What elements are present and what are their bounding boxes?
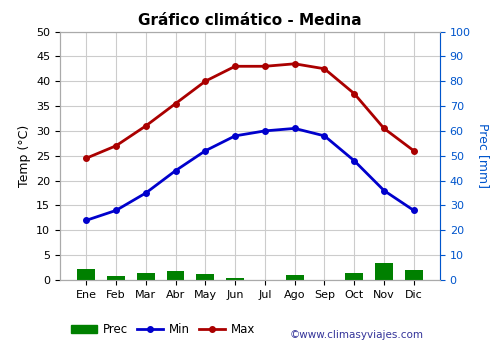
Legend: Prec, Min, Max: Prec, Min, Max bbox=[66, 319, 260, 341]
Y-axis label: Prec [mm]: Prec [mm] bbox=[477, 123, 490, 188]
Bar bbox=[286, 274, 304, 280]
Bar bbox=[346, 273, 363, 280]
Title: Gráfico climático - Medina: Gráfico climático - Medina bbox=[138, 13, 362, 28]
Y-axis label: Temp (°C): Temp (°C) bbox=[18, 125, 30, 187]
Bar bbox=[226, 278, 244, 280]
Bar bbox=[166, 271, 184, 280]
Bar bbox=[375, 262, 393, 280]
Bar bbox=[137, 273, 154, 280]
Bar bbox=[405, 270, 422, 280]
Bar bbox=[78, 269, 95, 280]
Bar bbox=[107, 275, 125, 280]
Text: ©www.climasyviajes.com: ©www.climasyviajes.com bbox=[290, 329, 424, 340]
Bar bbox=[196, 274, 214, 280]
